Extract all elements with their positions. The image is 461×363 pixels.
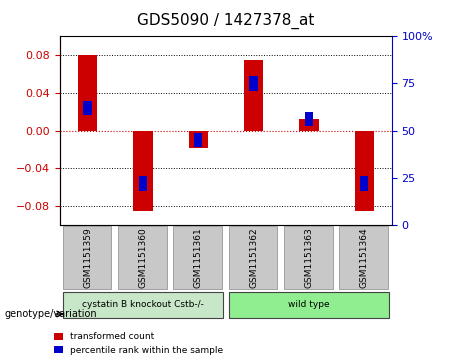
Bar (249, 77, 258, 91)
Text: GSM1151361: GSM1151361 (194, 227, 203, 288)
Bar (78, 55, 97, 131)
Title: GDS5090 / 1427378_at: GDS5090 / 1427378_at (137, 13, 314, 29)
Bar (299, 119, 319, 131)
FancyBboxPatch shape (173, 227, 222, 289)
FancyBboxPatch shape (229, 227, 278, 289)
Text: wild type: wild type (288, 301, 330, 309)
Text: GSM1151359: GSM1151359 (83, 227, 92, 288)
Text: GSM1151360: GSM1151360 (138, 227, 148, 288)
Bar (83, 101, 92, 115)
Bar (305, 112, 313, 126)
FancyBboxPatch shape (229, 292, 389, 318)
Text: GSM1151362: GSM1151362 (249, 227, 258, 288)
Text: GSM1151363: GSM1151363 (304, 227, 313, 288)
Bar (189, 131, 208, 148)
Bar (194, 133, 202, 147)
Bar (139, 176, 147, 191)
FancyBboxPatch shape (284, 227, 333, 289)
Bar (355, 131, 374, 211)
Bar (133, 131, 153, 211)
Text: genotype/variation: genotype/variation (5, 309, 97, 319)
Text: cystatin B knockout Cstb-/-: cystatin B knockout Cstb-/- (82, 301, 204, 309)
FancyBboxPatch shape (63, 227, 112, 289)
Bar (244, 60, 263, 131)
FancyBboxPatch shape (118, 227, 167, 289)
Text: GSM1151364: GSM1151364 (360, 227, 369, 288)
Bar (360, 176, 368, 191)
FancyBboxPatch shape (339, 227, 388, 289)
FancyBboxPatch shape (63, 292, 223, 318)
Legend: transformed count, percentile rank within the sample: transformed count, percentile rank withi… (51, 329, 227, 359)
